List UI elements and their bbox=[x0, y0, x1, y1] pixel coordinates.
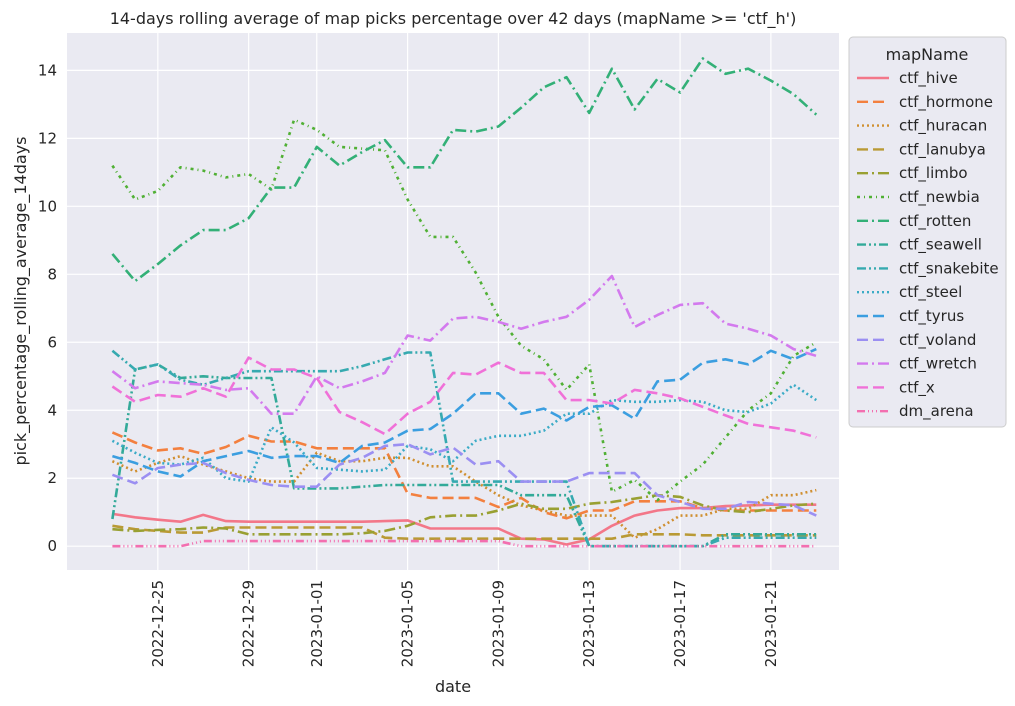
x-tick-label: 2023-01-01 bbox=[308, 580, 326, 667]
plot-area bbox=[67, 33, 839, 570]
legend-label-ctf_steel: ctf_steel bbox=[899, 283, 962, 302]
x-tick-label: 2022-12-25 bbox=[149, 580, 167, 667]
x-tick-label: 2023-01-09 bbox=[489, 580, 507, 667]
legend: mapName ctf_hivectf_hormonectf_huracanct… bbox=[848, 36, 1007, 428]
x-tick-label: 2023-01-13 bbox=[580, 580, 598, 667]
series-lines bbox=[111, 57, 818, 548]
series-line-ctf_lanubya bbox=[112, 524, 817, 541]
legend-label-ctf_huracan: ctf_huracan bbox=[899, 117, 987, 136]
legend-label-ctf_rotten: ctf_rotten bbox=[899, 212, 971, 231]
series-line-ctf_hive bbox=[112, 503, 817, 546]
legend-label-ctf_tyrus: ctf_tyrus bbox=[899, 307, 964, 326]
y-tick-label: 10 bbox=[38, 197, 57, 215]
legend-label-ctf_hormone: ctf_hormone bbox=[899, 93, 993, 112]
tick-labels: 0 2 4 6 8 10 12 14 2022-12-25 2022-12-29 2023-01-0… bbox=[38, 61, 780, 667]
legend-label-ctf_wretch: ctf_wretch bbox=[899, 355, 977, 374]
legend-label-ctf_newbia: ctf_newbia bbox=[899, 188, 980, 207]
x-axis-label: date bbox=[435, 677, 471, 696]
series-line-ctf_rotten bbox=[111, 57, 818, 283]
chart-title: 14-days rolling average of map picks per… bbox=[110, 9, 797, 29]
series-line-ctf_wretch bbox=[111, 274, 817, 416]
x-tick-label: 2022-12-29 bbox=[240, 580, 258, 667]
legend-label-ctf_hive: ctf_hive bbox=[899, 69, 958, 88]
series-line-ctf_x bbox=[111, 356, 817, 439]
legend-label-dm_arena: dm_arena bbox=[899, 402, 974, 421]
y-axis-label: pick_percentage_rolling_average_14days bbox=[11, 136, 31, 465]
y-tick-label: 0 bbox=[47, 537, 57, 555]
series-line-ctf_huracan bbox=[111, 451, 817, 540]
x-tick-label: 2023-01-17 bbox=[671, 580, 689, 667]
legend-label-ctf_seawell: ctf_seawell bbox=[899, 236, 982, 255]
legend-label-ctf_voland: ctf_voland bbox=[899, 331, 976, 350]
y-tick-label: 12 bbox=[38, 129, 57, 147]
series-line-ctf_seawell bbox=[111, 363, 817, 548]
legend-title: mapName bbox=[886, 45, 969, 64]
series-line-ctf_limbo bbox=[112, 493, 817, 536]
y-tick-label: 8 bbox=[47, 265, 57, 283]
y-tick-label: 14 bbox=[38, 61, 57, 79]
y-tick-label: 6 bbox=[47, 333, 57, 351]
series-line-ctf_tyrus bbox=[112, 347, 817, 478]
legend-label-ctf_x: ctf_x bbox=[899, 378, 935, 397]
legend-label-ctf_limbo: ctf_limbo bbox=[899, 164, 968, 183]
series-line-ctf_hormone bbox=[111, 431, 817, 520]
series-line-dm_arena bbox=[112, 539, 817, 548]
legend-label-ctf_snakebite: ctf_snakebite bbox=[899, 259, 999, 278]
x-tick-label: 2023-01-21 bbox=[762, 580, 780, 667]
series-line-ctf_steel bbox=[111, 383, 818, 483]
legend-items: ctf_hive ctf_hormone ctf_huracan ctf_lanuby… bbox=[857, 69, 999, 421]
y-tick-label: 2 bbox=[47, 469, 57, 487]
x-tick-label: 2023-01-05 bbox=[399, 580, 417, 667]
legend-box bbox=[848, 36, 1007, 428]
y-tick-label: 4 bbox=[47, 401, 57, 419]
legend-label-ctf_lanubya: ctf_lanubya bbox=[899, 140, 986, 159]
